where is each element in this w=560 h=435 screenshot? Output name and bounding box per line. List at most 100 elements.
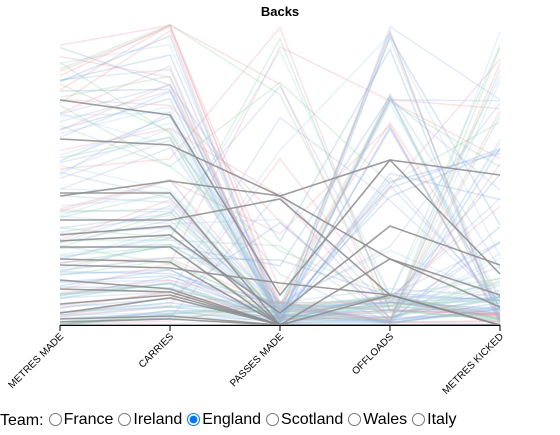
background-line bbox=[59, 279, 501, 320]
background-line bbox=[59, 81, 501, 185]
background-line bbox=[59, 282, 501, 325]
background-line bbox=[59, 295, 501, 325]
background-line bbox=[59, 36, 501, 313]
background-line bbox=[59, 83, 501, 311]
background-line bbox=[59, 226, 501, 325]
background-line bbox=[59, 136, 501, 324]
axis-label: METRES MADE bbox=[6, 331, 66, 391]
parallel-coordinates-chart: Backs METRES MADE CARRIES PASSES MADE OFFLO… bbox=[6, 4, 506, 397]
background-line bbox=[59, 46, 501, 319]
background-line bbox=[59, 69, 501, 322]
background-line bbox=[59, 211, 501, 317]
team-option-france[interactable]: France bbox=[44, 410, 114, 429]
background-line bbox=[59, 197, 501, 317]
background-line bbox=[59, 290, 501, 318]
background-line bbox=[59, 304, 501, 325]
background-line bbox=[59, 173, 501, 311]
background-line bbox=[59, 111, 501, 321]
background-line bbox=[59, 105, 501, 324]
background-line bbox=[59, 68, 501, 325]
team-option-scotland[interactable]: Scotland bbox=[261, 411, 343, 429]
team-radio-wales[interactable] bbox=[348, 413, 362, 427]
background-line bbox=[59, 147, 501, 324]
axes: METRES MADE CARRIES PASSES MADE OFFLOADS MET… bbox=[6, 325, 506, 397]
background-line bbox=[59, 24, 501, 324]
background-line bbox=[59, 296, 501, 318]
background-line bbox=[59, 271, 501, 324]
axis-label: METRES KICKED bbox=[441, 331, 507, 397]
background-line bbox=[59, 104, 501, 321]
background-line bbox=[59, 55, 501, 321]
background-line bbox=[59, 205, 501, 308]
background-line bbox=[59, 281, 501, 322]
background-line bbox=[59, 208, 501, 304]
background-line bbox=[59, 84, 501, 297]
background-lines bbox=[59, 23, 501, 327]
background-line bbox=[59, 116, 501, 302]
background-line bbox=[59, 30, 501, 322]
background-line bbox=[59, 47, 501, 323]
background-line bbox=[59, 97, 501, 318]
background-line bbox=[59, 34, 501, 323]
background-line bbox=[59, 157, 501, 317]
team-option-ireland[interactable]: Ireland bbox=[113, 411, 182, 429]
team-radio-ireland[interactable] bbox=[118, 413, 132, 427]
background-line bbox=[59, 37, 501, 311]
background-line bbox=[59, 124, 501, 321]
background-line bbox=[59, 256, 501, 301]
background-line bbox=[59, 54, 501, 313]
background-line bbox=[59, 122, 501, 321]
player-line[interactable] bbox=[59, 225, 501, 314]
player-line[interactable] bbox=[59, 180, 501, 296]
team-option-italy[interactable]: Italy bbox=[407, 411, 456, 429]
team-selector: Team: France Ireland England Scotland Wales I… bbox=[0, 411, 456, 431]
background-line bbox=[59, 99, 501, 320]
background-line bbox=[59, 45, 501, 291]
team-option-label: England bbox=[202, 410, 262, 428]
background-line bbox=[59, 139, 501, 324]
background-line bbox=[59, 94, 501, 310]
background-line bbox=[59, 221, 501, 319]
background-line bbox=[59, 148, 501, 326]
background-line bbox=[59, 23, 501, 322]
team-option-wales[interactable]: Wales bbox=[343, 411, 407, 429]
team-label: Team: bbox=[0, 412, 44, 429]
background-line bbox=[59, 48, 501, 298]
background-line bbox=[59, 305, 501, 322]
background-line bbox=[59, 188, 501, 309]
background-line bbox=[59, 26, 501, 316]
axis-label: OFFLOADS bbox=[350, 331, 396, 377]
background-line bbox=[59, 125, 501, 323]
background-line bbox=[59, 102, 501, 326]
team-option-england[interactable]: England bbox=[182, 411, 261, 429]
background-line bbox=[59, 43, 501, 319]
background-line bbox=[59, 147, 501, 319]
background-line bbox=[59, 184, 501, 318]
axis-label: PASSES MADE bbox=[228, 331, 286, 389]
axis-label: CARRIES bbox=[137, 331, 176, 370]
background-line bbox=[59, 292, 501, 320]
background-line bbox=[59, 115, 501, 322]
background-line bbox=[59, 171, 501, 319]
background-line bbox=[59, 164, 501, 310]
background-line bbox=[59, 214, 501, 319]
team-radio-scotland[interactable] bbox=[266, 413, 280, 427]
background-line bbox=[59, 24, 501, 299]
background-line bbox=[59, 84, 501, 325]
chart-area: Backs METRES MADE CARRIES PASSES MADE OFFLO… bbox=[6, 4, 506, 397]
background-line bbox=[59, 249, 501, 320]
background-line bbox=[59, 215, 501, 324]
team-radio-italy[interactable] bbox=[412, 413, 426, 427]
background-line bbox=[59, 33, 501, 315]
background-line bbox=[59, 243, 501, 321]
background-line bbox=[59, 178, 501, 317]
background-line bbox=[59, 24, 501, 322]
background-line bbox=[59, 283, 501, 321]
player-line[interactable] bbox=[59, 99, 501, 297]
background-line bbox=[59, 195, 501, 322]
team-radio-france[interactable] bbox=[48, 413, 62, 427]
team-radio-england[interactable] bbox=[187, 413, 201, 427]
background-line bbox=[59, 25, 501, 327]
background-line bbox=[59, 31, 501, 323]
team-option-label: France bbox=[63, 410, 114, 428]
